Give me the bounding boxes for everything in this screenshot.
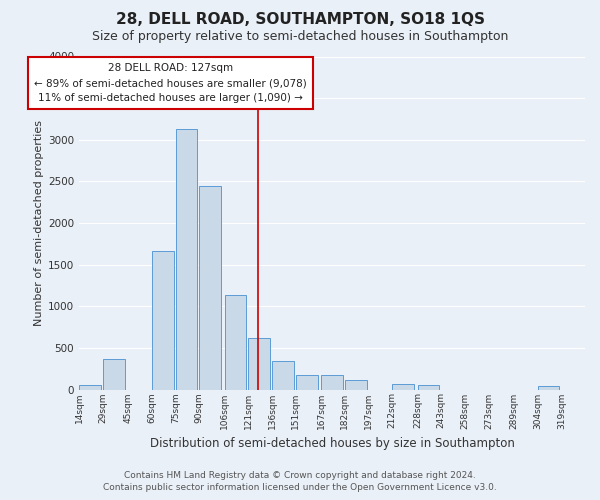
Y-axis label: Number of semi-detached properties: Number of semi-detached properties [34,120,44,326]
Bar [225,294,247,390]
Bar [392,384,414,390]
Bar [176,129,197,390]
Bar [103,358,125,390]
Text: 28, DELL ROAD, SOUTHAMPTON, SO18 1QS: 28, DELL ROAD, SOUTHAMPTON, SO18 1QS [115,12,485,28]
Text: Size of property relative to semi-detached houses in Southampton: Size of property relative to semi-detach… [92,30,508,43]
Bar [199,186,221,390]
X-axis label: Distribution of semi-detached houses by size in Southampton: Distribution of semi-detached houses by … [149,437,514,450]
Bar [321,376,343,390]
Bar [272,361,294,390]
Bar [418,386,439,390]
Bar [296,376,317,390]
Bar [152,252,174,390]
Text: Contains HM Land Registry data © Crown copyright and database right 2024.
Contai: Contains HM Land Registry data © Crown c… [103,471,497,492]
Bar [248,338,270,390]
Bar [538,386,559,390]
Bar [345,380,367,390]
Text: 28 DELL ROAD: 127sqm
← 89% of semi-detached houses are smaller (9,078)
11% of se: 28 DELL ROAD: 127sqm ← 89% of semi-detac… [34,64,307,103]
Bar [79,384,101,390]
